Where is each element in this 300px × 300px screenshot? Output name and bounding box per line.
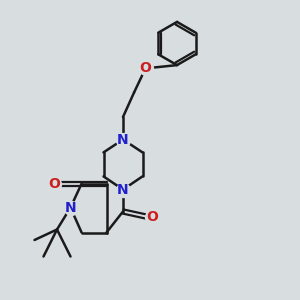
Text: N: N: [65, 201, 76, 214]
Text: N: N: [117, 133, 129, 146]
Text: N: N: [117, 183, 129, 196]
Text: O: O: [48, 177, 60, 190]
Text: O: O: [146, 210, 158, 224]
Text: O: O: [140, 61, 152, 75]
